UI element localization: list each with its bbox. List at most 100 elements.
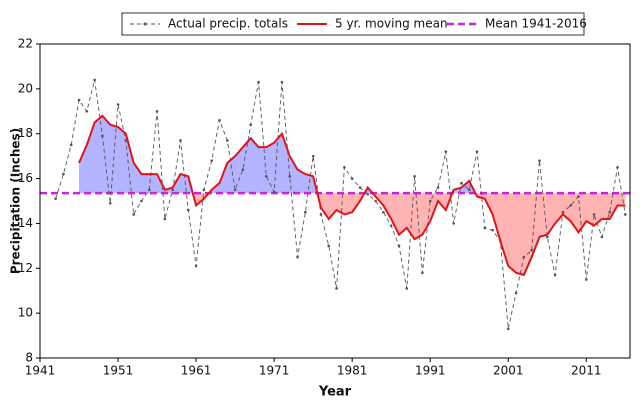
data-point: [569, 204, 572, 207]
data-point: [101, 134, 104, 138]
data-point: [452, 222, 455, 225]
data-point: [132, 213, 135, 216]
data-point: [147, 188, 151, 192]
data-point: [343, 166, 346, 169]
data-point: [280, 80, 284, 84]
x-tick-label: 1941: [25, 364, 56, 378]
data-point: [218, 118, 221, 122]
data-point: [93, 78, 96, 82]
data-point: [561, 210, 565, 214]
y-axis-label: Precipitation (Inches): [9, 128, 23, 274]
legend-label: 5 yr. moving mean: [335, 17, 448, 31]
data-point: [304, 210, 307, 214]
y-tick-label: 18: [18, 126, 33, 140]
data-point: [483, 226, 487, 230]
data-point: [530, 249, 533, 252]
data-point: [413, 175, 416, 178]
data-point: [545, 235, 549, 239]
data-point: [186, 208, 190, 212]
data-point: [421, 271, 424, 275]
data-point: [608, 210, 612, 214]
data-point: [374, 199, 377, 203]
data-point: [467, 188, 471, 192]
data-point: [366, 192, 370, 196]
x-tick-label: 2001: [493, 364, 524, 378]
data-point: [577, 195, 580, 198]
data-point: [335, 287, 338, 290]
data-point: [491, 228, 494, 232]
data-point: [350, 177, 354, 180]
data-point: [592, 213, 596, 216]
data-point: [116, 103, 120, 106]
legend-label: Actual precip. totals: [168, 17, 288, 31]
y-tick-label: 12: [18, 261, 33, 275]
data-point: [226, 139, 229, 142]
y-tick-label: 16: [18, 171, 33, 185]
data-point: [327, 244, 331, 248]
data-point: [202, 188, 206, 192]
data-point: [140, 199, 143, 203]
x-tick-label: 1991: [415, 364, 446, 378]
data-point: [233, 188, 237, 192]
data-point: [179, 139, 182, 142]
y-tick-label: 22: [18, 37, 33, 51]
data-point: [77, 98, 81, 102]
legend-label: Mean 1941-2016: [485, 17, 587, 31]
data-point: [389, 224, 393, 227]
moving-mean-line: [78, 114, 626, 277]
data-point: [616, 166, 619, 169]
data-point: [265, 175, 268, 178]
data-point: [506, 327, 510, 331]
data-point: [319, 213, 323, 216]
data-point: [624, 213, 627, 216]
legend-box: [121, 12, 585, 36]
data-point: [257, 80, 260, 84]
data-point: [382, 210, 385, 214]
fill-below: [79, 193, 626, 276]
data-point: [475, 150, 479, 153]
data-point: [600, 235, 604, 239]
data-point: [358, 186, 362, 189]
legend-marker: [143, 22, 147, 26]
x-tick-label: 1981: [337, 364, 368, 378]
x-tick-label: 2011: [571, 364, 602, 378]
data-point: [249, 123, 253, 127]
x-tick-label: 1961: [181, 364, 212, 378]
data-point: [54, 197, 57, 201]
data-point: [163, 217, 167, 221]
data-point: [538, 159, 541, 162]
data-point: [405, 287, 409, 290]
data-point: [108, 201, 112, 205]
y-tick-label: 20: [18, 81, 33, 95]
data-point: [85, 109, 89, 113]
data-point: [522, 255, 526, 259]
y-tick-label: 14: [18, 216, 33, 230]
x-tick-label: 1971: [259, 364, 290, 378]
data-point: [444, 150, 448, 153]
x-tick-label: 1951: [103, 364, 134, 378]
data-point: [397, 244, 401, 248]
data-point: [210, 159, 213, 162]
data-point: [272, 190, 276, 194]
data-point: [171, 188, 174, 192]
data-point: [69, 143, 73, 147]
plot-frame: [39, 43, 631, 359]
data-point: [428, 199, 432, 203]
fill-above: [79, 115, 476, 194]
data-point: [514, 291, 518, 295]
data-point: [155, 109, 159, 113]
data-point: [460, 181, 463, 185]
data-point: [194, 264, 198, 268]
x-axis-label: Year: [318, 385, 352, 400]
data-point: [296, 255, 299, 259]
y-tick-label: 10: [18, 306, 33, 320]
data-point: [241, 168, 245, 171]
y-tick-label: 8: [25, 351, 33, 365]
data-point: [553, 273, 557, 277]
data-point: [436, 186, 440, 189]
data-point: [584, 278, 588, 281]
data-point: [62, 172, 65, 176]
data-point: [311, 154, 315, 158]
data-point: [288, 175, 292, 178]
